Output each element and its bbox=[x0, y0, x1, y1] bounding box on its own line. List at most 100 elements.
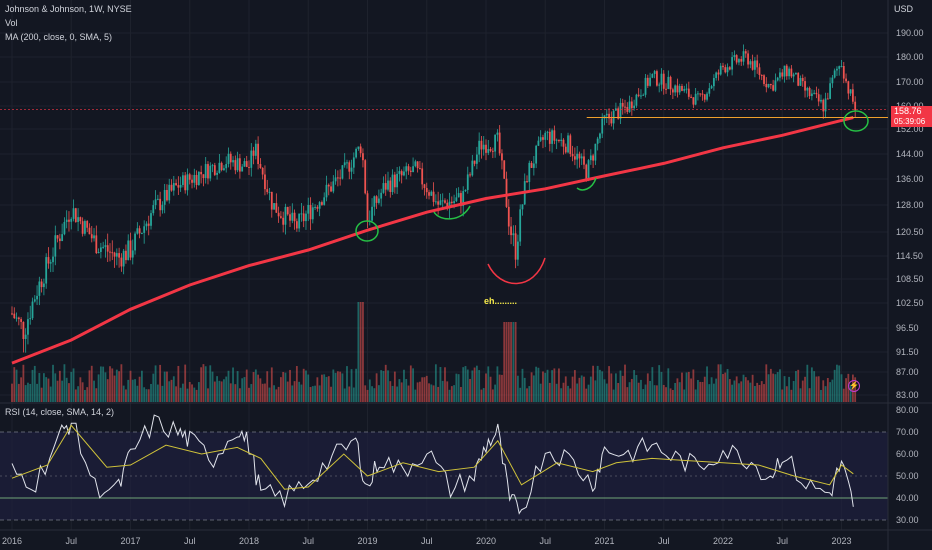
candle-body bbox=[423, 184, 426, 188]
volume-bar bbox=[252, 372, 255, 402]
volume-bar bbox=[808, 388, 811, 402]
volume-bar bbox=[532, 375, 535, 402]
volume-bar bbox=[526, 388, 528, 402]
volume-bar bbox=[797, 369, 800, 402]
candle-body bbox=[11, 313, 13, 315]
candle-body bbox=[765, 83, 768, 88]
candle-body bbox=[207, 164, 209, 179]
candle-body bbox=[421, 168, 424, 185]
volume-bar bbox=[649, 380, 651, 402]
candle-body bbox=[179, 184, 182, 188]
candle-body bbox=[482, 144, 485, 150]
candle-body bbox=[428, 192, 430, 196]
volume-bar bbox=[225, 376, 228, 402]
volume-bar bbox=[254, 369, 257, 402]
volume-bar bbox=[719, 364, 722, 402]
candle-body bbox=[544, 132, 547, 140]
candle-body bbox=[134, 233, 136, 251]
volume-bar bbox=[790, 389, 793, 402]
volume-bar bbox=[646, 373, 649, 402]
candle-body bbox=[496, 132, 499, 135]
volume-bar bbox=[218, 380, 221, 402]
volume-bar bbox=[177, 365, 180, 402]
candle-body bbox=[236, 158, 239, 171]
price-tick-label: 144.00 bbox=[896, 149, 924, 159]
candle-body bbox=[824, 98, 827, 112]
rsi-tick-label: 60.00 bbox=[896, 449, 919, 459]
rsi-band-background bbox=[0, 432, 888, 520]
volume-bar bbox=[788, 376, 790, 402]
volume-bar bbox=[462, 367, 465, 402]
volume-bar bbox=[496, 366, 499, 402]
volume-bar bbox=[690, 378, 692, 402]
volume-bar bbox=[282, 371, 285, 402]
candle-body bbox=[694, 93, 697, 105]
volume-bar bbox=[295, 366, 298, 402]
drawn-annotations[interactable] bbox=[355, 110, 869, 285]
candle-body bbox=[118, 253, 121, 258]
candle-body bbox=[726, 67, 729, 73]
volume-bar bbox=[694, 389, 697, 402]
volume-bar bbox=[314, 385, 316, 402]
volume-bar bbox=[715, 378, 718, 402]
volume-bar bbox=[373, 388, 376, 402]
volume-bar bbox=[583, 376, 585, 402]
volume-bar bbox=[56, 380, 59, 402]
volume-bar bbox=[355, 368, 358, 402]
rsi-legend[interactable]: RSI (14, close, SMA, 14, 2) bbox=[5, 407, 115, 417]
volume-bar bbox=[742, 374, 745, 402]
currency-label[interactable]: USD bbox=[894, 4, 914, 14]
candle-body bbox=[792, 74, 795, 77]
volume-bar bbox=[553, 368, 556, 402]
candle-body bbox=[321, 202, 323, 205]
candle-body bbox=[316, 206, 319, 209]
volume-bar bbox=[603, 379, 606, 402]
volume-bar bbox=[576, 383, 579, 402]
candle-body bbox=[754, 60, 756, 70]
candle-body bbox=[152, 205, 155, 214]
volume-bar bbox=[535, 366, 538, 402]
volume-bar bbox=[530, 372, 533, 402]
volume-bar bbox=[273, 385, 275, 402]
candle-body bbox=[254, 143, 257, 156]
volume-bar bbox=[368, 379, 371, 402]
candle-body bbox=[619, 102, 622, 119]
candle-body bbox=[621, 102, 624, 107]
candle-body bbox=[453, 201, 455, 203]
candle-body bbox=[166, 189, 168, 201]
candle-body bbox=[371, 206, 373, 221]
flash-icon[interactable]: ⚡ bbox=[848, 380, 860, 392]
volume-bar bbox=[412, 368, 414, 402]
volume-bar bbox=[528, 386, 531, 402]
volume-bar bbox=[633, 370, 636, 402]
touch-swoosh-2019-jul[interactable] bbox=[433, 205, 471, 220]
touch-circle-2023[interactable] bbox=[843, 110, 869, 132]
volume-bar bbox=[728, 379, 731, 402]
volume-bar bbox=[562, 382, 565, 402]
candle-body bbox=[608, 113, 610, 119]
touch-swoosh-2020-nov[interactable] bbox=[576, 177, 597, 191]
ma-legend[interactable]: MA (200, close, 0, SMA, 5) bbox=[5, 32, 113, 42]
symbol-legend[interactable]: Johnson & Johnson, 1W, NYSE bbox=[5, 4, 132, 14]
volume-bar bbox=[523, 377, 526, 402]
candle-body bbox=[375, 196, 378, 203]
volume-bar bbox=[560, 388, 563, 402]
volume-bar bbox=[674, 382, 677, 402]
touch-circle-2019[interactable] bbox=[355, 220, 379, 242]
candle-body bbox=[264, 174, 266, 190]
volume-bar bbox=[362, 302, 364, 402]
candle-body bbox=[434, 201, 437, 203]
volume-legend[interactable]: Vol bbox=[5, 18, 18, 28]
candle-body bbox=[678, 85, 681, 93]
time-tick-label: 2016 bbox=[2, 536, 22, 546]
candle-body bbox=[332, 181, 335, 192]
candle-body bbox=[441, 200, 444, 202]
volume-bar bbox=[542, 371, 544, 402]
covid-dip-curve[interactable] bbox=[487, 257, 546, 285]
candle-body bbox=[681, 85, 683, 91]
candle-body bbox=[776, 77, 779, 81]
candle-body bbox=[708, 88, 711, 94]
price-tick-label: 190.00 bbox=[896, 28, 924, 38]
text-annotation[interactable]: eh......... bbox=[484, 296, 518, 306]
candle-body bbox=[104, 245, 107, 247]
